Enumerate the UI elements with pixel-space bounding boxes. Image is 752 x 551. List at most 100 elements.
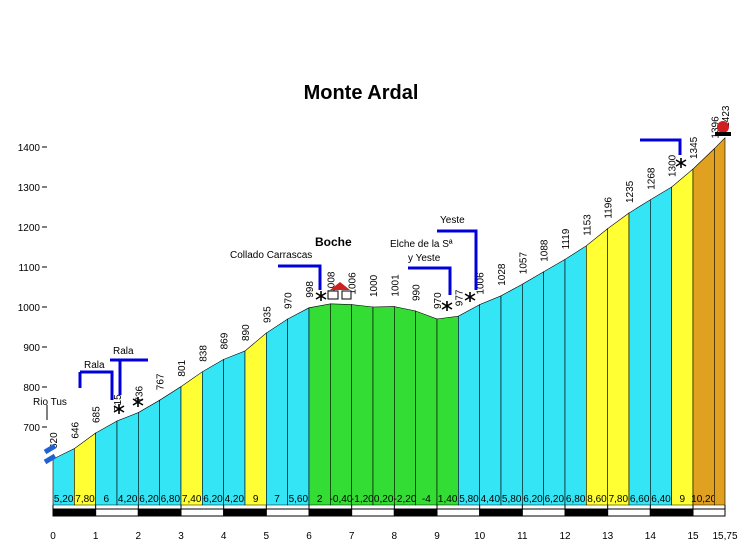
elevation-label: 1006 bbox=[476, 272, 487, 295]
elevation-label: 1006 bbox=[348, 272, 359, 295]
star bbox=[464, 292, 476, 302]
km-bar bbox=[564, 508, 609, 517]
elevation-label: 620 bbox=[49, 432, 60, 449]
gradient-label: 1,40 bbox=[438, 494, 458, 505]
x-tick-label: 11 bbox=[517, 531, 528, 542]
gradient-label: 10,20 bbox=[691, 494, 716, 505]
x-tick-label: 15,75 bbox=[712, 531, 737, 542]
gradient-label: 6,20 bbox=[523, 494, 543, 505]
gradient-label: 6,80 bbox=[566, 494, 586, 505]
elevation-label: 801 bbox=[177, 359, 188, 376]
segment bbox=[522, 271, 544, 506]
gradient-label: 7,80 bbox=[609, 494, 629, 505]
km-bar bbox=[52, 508, 97, 517]
segment bbox=[180, 371, 203, 506]
stars bbox=[113, 158, 687, 414]
x-tick-label: 8 bbox=[392, 531, 398, 542]
chart-title: Monte Ardal bbox=[304, 82, 419, 104]
gradient-label: 0,20 bbox=[374, 494, 394, 505]
x-tick-label: 7 bbox=[349, 531, 355, 542]
annotations bbox=[46, 138, 682, 420]
elevation-label: 869 bbox=[220, 332, 231, 349]
segment bbox=[244, 332, 267, 506]
km-bar bbox=[137, 508, 182, 517]
x-tick-label: 0 bbox=[50, 531, 56, 542]
x-tick-label: 10 bbox=[474, 531, 486, 542]
y-tick-label: 700 bbox=[23, 423, 40, 434]
gradient-label: 5,80 bbox=[502, 494, 522, 505]
segment bbox=[266, 318, 288, 506]
gradient-label: 4,40 bbox=[481, 494, 501, 505]
annotation: Collado Carrascas bbox=[230, 250, 312, 261]
gradient-label: -4 bbox=[422, 494, 431, 505]
km-bar bbox=[223, 508, 267, 517]
annotation: Yeste bbox=[440, 215, 465, 226]
gradient-label: -0,40 bbox=[330, 494, 353, 505]
segment bbox=[287, 307, 310, 506]
elevation-label: 646 bbox=[70, 421, 81, 438]
km-bar bbox=[479, 508, 523, 517]
elevation-label: 1028 bbox=[497, 263, 508, 286]
gradient-label: 6,20 bbox=[203, 494, 223, 505]
gradient-label: 5,60 bbox=[289, 494, 309, 505]
elevation-label: 685 bbox=[92, 406, 103, 423]
km-bar bbox=[436, 508, 481, 517]
elevation-label: 767 bbox=[156, 373, 167, 390]
y-tick-label: 1300 bbox=[18, 183, 41, 194]
km-bar bbox=[265, 508, 310, 517]
river-icon bbox=[43, 443, 57, 465]
km-bar bbox=[649, 508, 694, 517]
segment bbox=[138, 399, 160, 506]
gradient-label: 6,60 bbox=[630, 494, 650, 505]
annotation: y Yeste bbox=[408, 253, 441, 264]
segment bbox=[458, 304, 480, 506]
star bbox=[132, 397, 144, 407]
elevation-label: 1000 bbox=[369, 274, 380, 297]
segment bbox=[671, 168, 694, 506]
x-tick-label: 4 bbox=[221, 531, 227, 542]
elevation-label: 1423 bbox=[721, 105, 732, 128]
segment bbox=[330, 303, 352, 506]
gradient-label: 6,80 bbox=[161, 494, 181, 505]
segment bbox=[607, 212, 630, 506]
x-tick-label: 5 bbox=[264, 531, 270, 542]
segment bbox=[202, 358, 224, 506]
km-bar bbox=[95, 508, 139, 517]
gradient-label: 6,20 bbox=[545, 494, 565, 505]
elevation-label: 1345 bbox=[689, 136, 700, 159]
segment bbox=[500, 283, 523, 506]
annotation: Boche bbox=[315, 235, 352, 249]
segment bbox=[351, 304, 374, 506]
annotation: Rio Tus bbox=[33, 397, 67, 408]
arrow bbox=[437, 229, 478, 290]
y-tick-label: 900 bbox=[23, 343, 40, 354]
gradient-label: 4,20 bbox=[225, 494, 245, 505]
annotation: Elche de la Sª bbox=[390, 239, 453, 250]
segment bbox=[650, 186, 672, 506]
segment bbox=[223, 350, 246, 506]
km-bar bbox=[607, 508, 651, 517]
elevation-label: 736 bbox=[134, 385, 145, 402]
km-bar bbox=[692, 508, 726, 517]
annotation: Rala bbox=[84, 360, 105, 371]
segment bbox=[159, 386, 182, 506]
x-tick-label: 13 bbox=[602, 531, 614, 542]
segment bbox=[479, 295, 502, 506]
km-bar bbox=[393, 508, 438, 517]
gradient-label: -2,20 bbox=[394, 494, 417, 505]
segment bbox=[372, 306, 395, 506]
gradient-label: 6,20 bbox=[139, 494, 159, 505]
gradient-label: 2 bbox=[317, 494, 323, 505]
elevation-label: 1396 bbox=[710, 116, 721, 139]
segment bbox=[543, 258, 566, 506]
summit-icon bbox=[717, 121, 729, 133]
gradient-label: 7,40 bbox=[182, 494, 202, 505]
elevation-label: 1153 bbox=[582, 214, 593, 236]
km-bar bbox=[521, 508, 566, 517]
arrow bbox=[408, 266, 452, 295]
star bbox=[675, 158, 687, 168]
gradient-label: 9 bbox=[253, 494, 259, 505]
x-tick-label: 12 bbox=[559, 531, 571, 542]
y-tick-label: 1400 bbox=[18, 143, 41, 154]
arrow bbox=[110, 358, 148, 395]
